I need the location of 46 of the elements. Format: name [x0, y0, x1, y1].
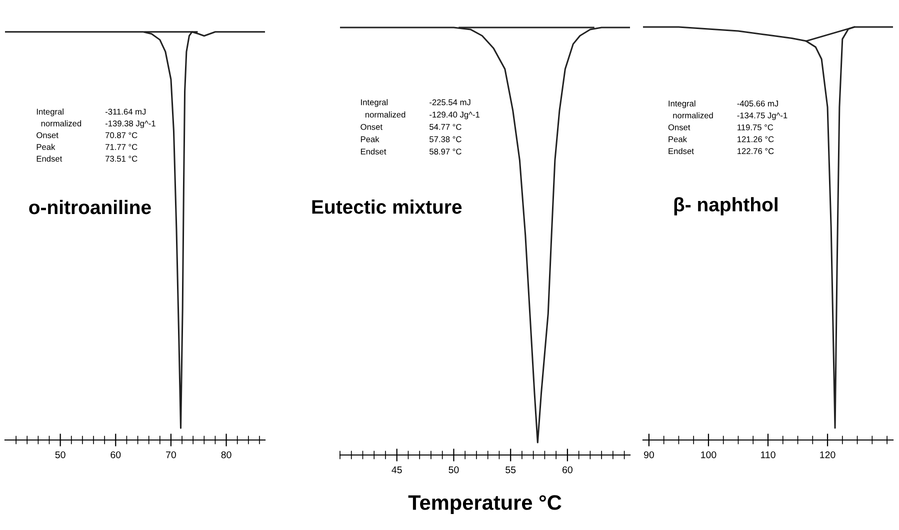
x-tick-label: 50 [448, 466, 459, 474]
annotation: Integral [668, 100, 696, 108]
annotation: Endset [36, 156, 62, 162]
annotation: Peak [36, 144, 56, 150]
annotation: -311.64 mJ [105, 108, 146, 115]
x-tick-label: 60 [110, 451, 121, 458]
annotation: Onset [360, 124, 382, 130]
annotation: 73.51 °C [106, 156, 138, 162]
annotation: -225.54 mJ [430, 99, 470, 106]
x-tick-label: 100 [701, 451, 716, 458]
annotation: Peak [360, 136, 380, 142]
annotation: 58.97 °C [430, 148, 462, 155]
x-tick-label: 70 [166, 451, 176, 458]
annotation: Onset [36, 132, 58, 138]
annotation: 119.75 °C [738, 124, 774, 130]
annotation: Peak [668, 136, 688, 142]
annotation: -139.38 Jg^-1 [105, 120, 156, 128]
x-tick-label: 120 [820, 451, 836, 458]
annotation: -405.66 mJ [737, 100, 778, 106]
annotation: normalized [673, 112, 713, 118]
x-tick-label: 55 [506, 466, 516, 474]
annotation: β- naphthol [674, 197, 778, 216]
annotation: -134.75 Jg^-1 [737, 112, 788, 120]
annotation: Eutectic mixture [312, 200, 462, 214]
annotation: 70.87 °C [106, 132, 138, 138]
x-axis-title: Temperature °C [408, 495, 562, 514]
annotation: o-nitroaniline [29, 200, 151, 214]
x-tick-label: 60 [562, 466, 572, 474]
x-tick-label: 50 [55, 451, 66, 458]
annotation: Endset [360, 148, 386, 155]
annotation: 57.38 °C [430, 136, 462, 142]
annotation: normalized [41, 120, 82, 126]
annotation: 121.26 °C [738, 136, 774, 142]
annotation: 71.77 °C [106, 144, 138, 150]
x-tick-label: 80 [221, 451, 232, 458]
annotation: Onset [668, 124, 690, 130]
annotation: Endset [668, 148, 694, 154]
x-tick-label: 90 [644, 451, 654, 458]
annotation: -129.40 Jg^-1 [430, 112, 480, 120]
annotation: normalized [365, 111, 406, 118]
annotation: 122.76 °C [738, 148, 774, 154]
x-tick-label: 110 [760, 451, 776, 458]
annotation: Integral [361, 99, 388, 107]
x-tick-label: 45 [392, 466, 402, 474]
annotation: Integral [36, 108, 64, 116]
annotation: 54.77 °C [430, 124, 462, 130]
